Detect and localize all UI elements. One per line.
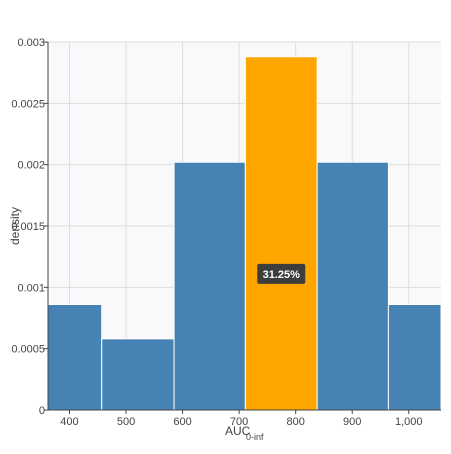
y-tick-label: 0.0025 bbox=[11, 98, 45, 110]
y-tick-label: 0.0005 bbox=[11, 344, 45, 356]
tooltip-box bbox=[257, 263, 306, 284]
y-tick-label: 0.0015 bbox=[11, 221, 45, 233]
histogram-bar[interactable] bbox=[173, 161, 246, 411]
histogram-bar[interactable] bbox=[316, 161, 389, 411]
y-tick-label: 0.003 bbox=[17, 37, 45, 49]
x-tick-label: 400 bbox=[60, 416, 78, 428]
x-tick-label: 1,000 bbox=[395, 416, 423, 428]
histogram-bar[interactable] bbox=[47, 304, 103, 411]
x-tick-label: 600 bbox=[173, 416, 191, 428]
y-tick-label: 0 bbox=[39, 405, 45, 417]
x-tick-label: 900 bbox=[343, 416, 361, 428]
x-axis-title: AUC bbox=[225, 424, 251, 438]
histogram-bar[interactable] bbox=[387, 304, 442, 411]
y-axis-title: density bbox=[8, 207, 22, 245]
y-tick-label: 0.002 bbox=[17, 160, 45, 172]
histogram-bar-highlighted[interactable] bbox=[244, 56, 318, 411]
x-tick-label: 700 bbox=[230, 416, 248, 428]
y-tick-label: 0.001 bbox=[17, 282, 45, 294]
x-tick-label: 800 bbox=[286, 416, 304, 428]
x-tick-label: 500 bbox=[117, 416, 135, 428]
histogram-bar[interactable] bbox=[101, 338, 175, 411]
x-axis-title-subscript: 0-inf bbox=[246, 432, 264, 442]
tooltip-text: 31.25% bbox=[263, 269, 301, 281]
